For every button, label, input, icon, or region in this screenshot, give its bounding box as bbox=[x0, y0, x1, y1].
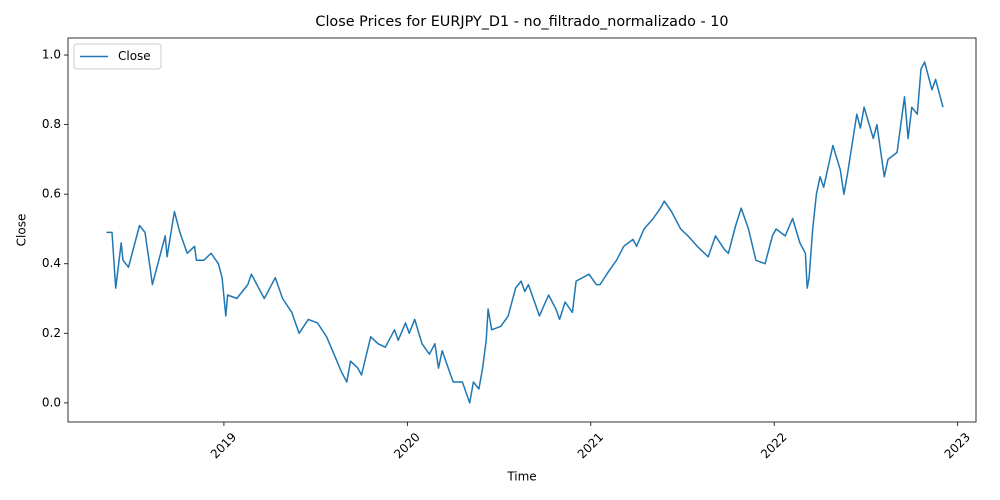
y-tick-label: 0.6 bbox=[42, 187, 61, 201]
axes-frame bbox=[67, 37, 977, 423]
x-axis-label: Time bbox=[506, 470, 536, 484]
y-tick-label: 1.0 bbox=[42, 48, 61, 62]
y-tick-label: 0.4 bbox=[42, 256, 61, 270]
y-tick-label: 0.0 bbox=[42, 395, 61, 409]
y-tick-label: 0.2 bbox=[42, 326, 61, 340]
chart-title: Close Prices for EURJPY_D1 - no_filtrado… bbox=[315, 14, 728, 30]
legend-label: Close bbox=[118, 49, 151, 63]
data-line bbox=[106, 61, 944, 404]
y-tick-label: 0.8 bbox=[42, 117, 61, 131]
y-axis-label: Close bbox=[15, 214, 29, 247]
legend-box bbox=[73, 43, 162, 70]
